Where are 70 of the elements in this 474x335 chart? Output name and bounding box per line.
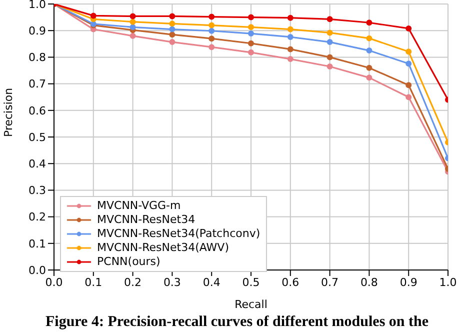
legend-label: PCNN(ours) — [97, 255, 160, 269]
caption: Figure 4: Precision-recall curves of different modules on the — [44, 314, 430, 331]
legend-label: MVCNN-ResNet34 — [97, 213, 196, 227]
point — [287, 26, 294, 32]
point — [366, 20, 372, 26]
point — [326, 16, 333, 22]
point — [130, 18, 136, 25]
point — [366, 48, 372, 54]
point — [208, 22, 215, 28]
x-tick-label: 1.0 — [439, 276, 457, 289]
y-tick-label: 0.6 — [28, 104, 46, 118]
point — [208, 44, 215, 50]
point — [169, 13, 176, 20]
y-tick-label: 0.1 — [28, 237, 46, 250]
point — [287, 56, 294, 62]
point — [208, 36, 215, 42]
x-tick-label: 0.0 — [45, 276, 63, 289]
y-tick-label: 0.3 — [28, 184, 46, 198]
point — [287, 46, 294, 52]
x-tick-label: 0.8 — [360, 276, 378, 289]
legend-label: MVCNN-VGG-m — [97, 199, 181, 213]
point — [366, 35, 372, 42]
point — [326, 64, 333, 70]
point — [130, 13, 136, 20]
x-tick-label: 0.6 — [282, 276, 300, 289]
y-tick-label: 0.0 — [28, 264, 46, 277]
x-tick-label: 0.4 — [202, 276, 220, 289]
y-tick-label: 0.9 — [28, 24, 46, 38]
point — [169, 26, 176, 32]
legend-label: MVCNN-ResNet34(AWV) — [97, 241, 229, 255]
y-tick-label: 0.8 — [28, 51, 46, 64]
point — [287, 14, 294, 21]
point — [130, 24, 136, 30]
point — [248, 40, 254, 46]
point — [326, 30, 333, 36]
point — [169, 32, 176, 38]
point — [130, 32, 136, 39]
point — [287, 34, 294, 40]
point — [248, 24, 254, 30]
x-tick-label: 0.2 — [124, 276, 142, 289]
y-axis-title: Precision — [2, 88, 15, 137]
legend-label: MVCNN-ResNet34(Patchconv) — [97, 227, 260, 241]
y-tick-label: 0.7 — [28, 78, 46, 91]
x-tick-label: 0.9 — [400, 276, 418, 289]
point — [406, 82, 412, 88]
point — [248, 49, 254, 56]
point — [169, 39, 176, 46]
y-tick-label: 0.4 — [28, 158, 46, 171]
x-tick-label: 0.3 — [163, 276, 181, 289]
x-tick-label: 0.5 — [242, 276, 260, 289]
point — [208, 14, 215, 20]
y-tick-label: 0.5 — [28, 130, 46, 144]
point — [248, 14, 254, 20]
point — [90, 12, 96, 19]
point — [406, 25, 412, 32]
point — [248, 30, 254, 37]
point — [208, 28, 215, 34]
x-tick-label: 0.7 — [321, 276, 339, 289]
x-axis-title: Recall — [234, 298, 268, 311]
x-tick-label: 0.1 — [84, 276, 102, 289]
point — [326, 39, 333, 46]
point — [326, 54, 333, 60]
point — [406, 60, 412, 67]
point — [406, 94, 412, 100]
point — [169, 20, 176, 27]
y-tick-label: 0.2 — [28, 210, 46, 224]
point — [366, 74, 372, 81]
y-tick-label: 1.0 — [28, 0, 46, 11]
point — [366, 64, 372, 71]
point — [406, 48, 412, 55]
